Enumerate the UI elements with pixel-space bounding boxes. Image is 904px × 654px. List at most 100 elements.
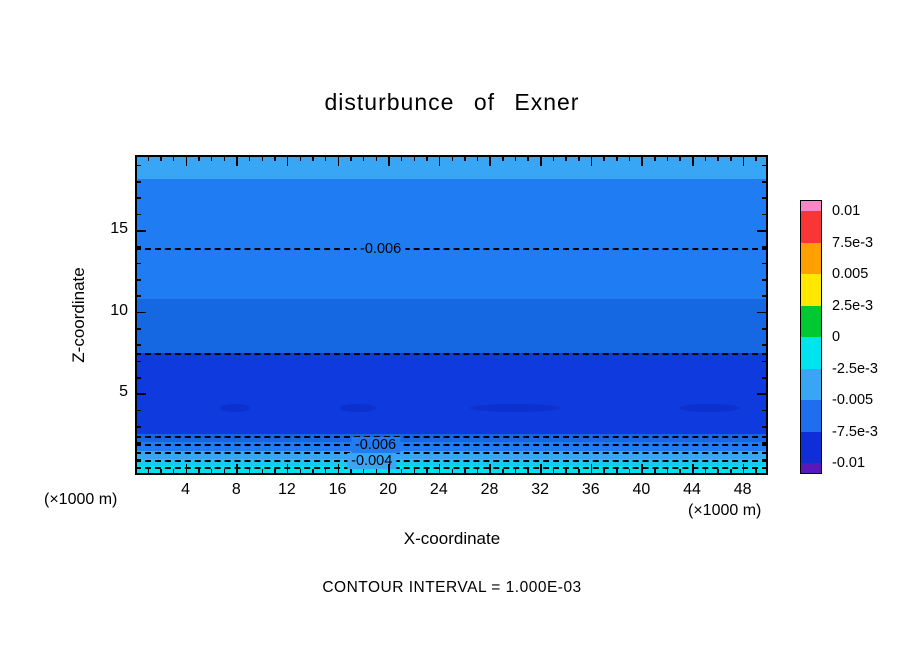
tick-mark — [502, 157, 504, 161]
z-tick-label: 10 — [110, 301, 128, 319]
tick-mark — [755, 469, 757, 473]
tick-mark — [198, 469, 200, 473]
colorbar-label: 0.01 — [832, 203, 861, 219]
x-tick-label: 44 — [683, 481, 701, 498]
tick-mark — [762, 246, 766, 248]
tick-mark — [137, 295, 141, 297]
contour-line-label: -0.006 — [356, 241, 406, 258]
x-tick-label: 32 — [531, 481, 549, 498]
tick-mark — [757, 393, 766, 395]
tick-mark — [324, 157, 327, 161]
contour-dark-patch — [219, 403, 251, 413]
colorbar-label: -7.5e-3 — [832, 423, 878, 440]
tick-mark — [137, 279, 141, 281]
tick-mark — [137, 181, 141, 183]
tick-mark — [762, 458, 766, 461]
tick-mark — [137, 377, 141, 379]
tick-mark — [137, 246, 141, 248]
tick-mark — [742, 157, 745, 166]
tick-mark — [717, 469, 719, 473]
tick-mark — [762, 344, 766, 346]
tick-mark — [654, 157, 656, 161]
tick-mark — [704, 157, 707, 161]
tick-mark — [762, 426, 766, 428]
tick-mark — [438, 464, 441, 473]
colorbar-segment — [801, 368, 821, 400]
tick-mark — [137, 311, 146, 314]
tick-mark — [375, 469, 378, 473]
tick-mark — [137, 393, 146, 395]
tick-mark — [540, 464, 542, 473]
tick-mark — [616, 157, 618, 161]
tick-mark — [137, 164, 141, 167]
contour-interval-note: CONTOUR INTERVAL = 1.000E-03 — [322, 579, 582, 596]
x-tick-label: 48 — [733, 481, 752, 498]
tick-mark — [172, 469, 175, 473]
colorbar-segment — [801, 201, 821, 211]
tick-mark — [762, 442, 766, 444]
tick-mark — [762, 279, 766, 281]
contour-band — [135, 458, 768, 467]
tick-mark — [312, 469, 314, 473]
tick-mark — [137, 426, 141, 428]
tick-mark — [223, 469, 226, 473]
tick-mark — [198, 157, 200, 161]
x-tick-label: 12 — [278, 481, 296, 498]
colorbar-segment — [801, 337, 821, 369]
tick-mark — [400, 157, 403, 161]
tick-mark — [476, 157, 479, 161]
contour-band — [135, 450, 768, 459]
tick-mark — [762, 213, 766, 216]
tick-mark — [299, 157, 302, 161]
tick-mark — [514, 157, 517, 161]
tick-mark — [299, 469, 302, 473]
plot-area: -0.006 -0.006 -0.004 — [135, 155, 768, 475]
tick-mark — [451, 157, 453, 161]
contour-band — [135, 352, 768, 435]
tick-mark — [565, 469, 567, 473]
tick-mark — [666, 469, 669, 473]
tick-mark — [286, 157, 289, 166]
tick-mark — [603, 469, 605, 473]
tick-mark — [413, 469, 416, 473]
tick-mark — [210, 469, 213, 473]
tick-mark — [236, 157, 238, 166]
tick-mark — [210, 157, 213, 161]
colorbar-segment — [801, 400, 821, 432]
tick-mark — [137, 360, 141, 363]
tick-mark — [388, 157, 390, 166]
tick-mark — [730, 157, 732, 161]
tick-mark — [757, 230, 766, 232]
tick-mark — [502, 469, 504, 473]
tick-mark — [137, 197, 141, 199]
contour-line — [135, 451, 768, 454]
x-tick-label: 4 — [181, 481, 191, 498]
tick-mark — [137, 328, 141, 330]
tick-mark — [388, 464, 390, 473]
contour-band — [135, 179, 768, 299]
tick-mark — [692, 157, 694, 166]
tick-mark — [762, 360, 766, 363]
tick-mark — [565, 157, 567, 161]
tick-mark — [223, 157, 226, 161]
tick-mark — [137, 409, 141, 412]
tick-mark — [514, 469, 517, 473]
tick-mark — [527, 469, 529, 473]
z-tick-label: 15 — [110, 220, 128, 238]
tick-mark — [286, 464, 289, 473]
tick-mark — [337, 157, 340, 166]
tick-mark — [261, 469, 264, 473]
tick-mark — [616, 469, 618, 473]
tick-mark — [160, 157, 162, 161]
tick-mark — [324, 469, 327, 473]
tick-mark — [755, 157, 757, 161]
contour-line — [135, 248, 768, 251]
x-unit-left: (×1000 m) — [44, 491, 118, 508]
contour-line-label: -0.006 — [350, 436, 401, 453]
colorbar-label: 0 — [832, 329, 841, 345]
contour-line-label: -0.004 — [347, 452, 397, 469]
colorbar-label: -2.5e-3 — [832, 360, 878, 377]
tick-mark — [762, 377, 766, 379]
tick-mark — [350, 157, 352, 161]
